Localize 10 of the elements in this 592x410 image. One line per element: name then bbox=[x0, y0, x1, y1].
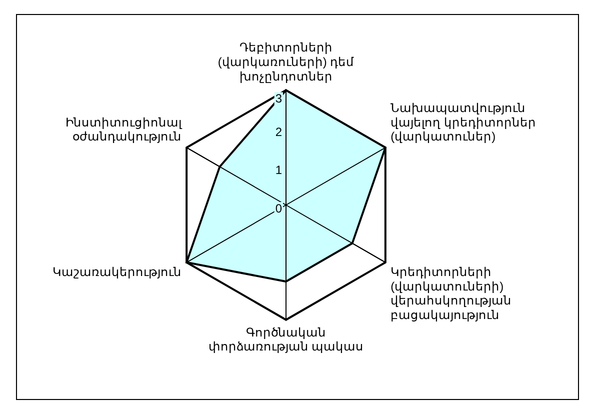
spoke-label: Նախապատվություն վայելող կրեդիտորներ (վարկատուներ) bbox=[390, 100, 536, 144]
y-tick-label: 0 bbox=[275, 201, 282, 216]
spoke-label: Կրեդիտորների (վարկատուների) վերահսկողության բացակայություն bbox=[390, 264, 512, 322]
spoke-label: Դեբիտորների (վարկառուների) դեմ խոչընդոտներ bbox=[218, 40, 354, 84]
spoke-label: Կաշառակերություն bbox=[52, 264, 182, 279]
spoke-label: Գործնական փորձառության պակաս bbox=[208, 325, 364, 354]
spoke-label: Ինստիտուցիոնալ օժանդակություն bbox=[65, 115, 182, 144]
y-tick-label: 2 bbox=[275, 124, 282, 139]
y-tick-label: 1 bbox=[275, 163, 282, 178]
y-tick-label: 3 bbox=[275, 92, 282, 106]
